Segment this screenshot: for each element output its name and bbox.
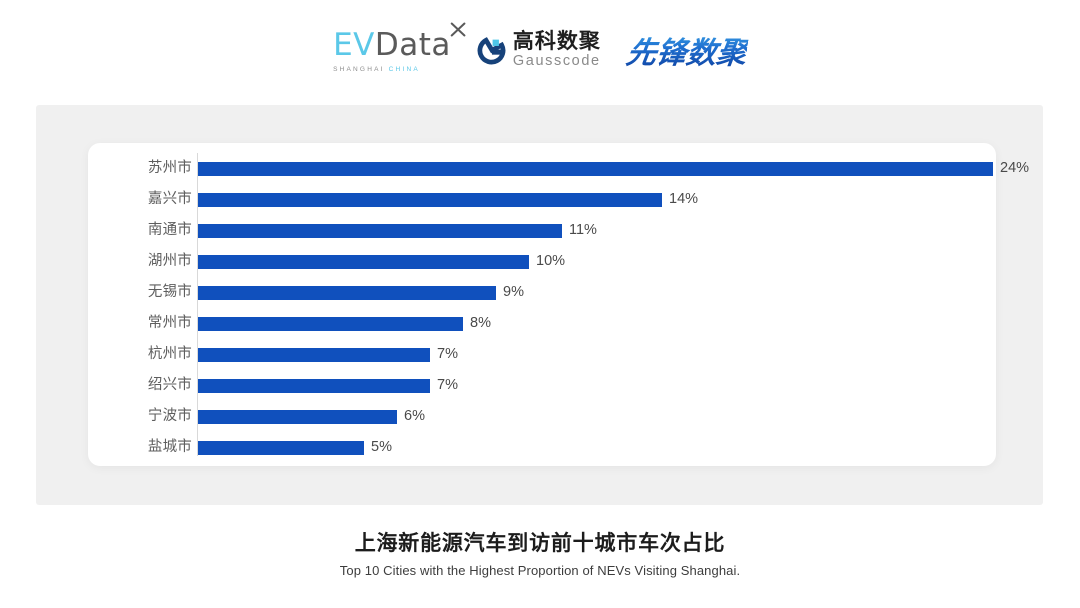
bar-segment (198, 409, 397, 424)
evdata-tagline-country: CHINA (388, 65, 420, 73)
bar-segment (198, 316, 463, 331)
bar-value-label: 7% (437, 346, 458, 363)
horizontal-bar-chart: 苏州市 24% 嘉兴市 14% 南通市 11% 湖州市 10% 无锡市 9% 常州市 8% 杭州市 7% 绍… (88, 143, 1029, 466)
evdata-logo: EVData SHANGHAI CHINA (333, 22, 466, 73)
bar-value-label: 11% (569, 222, 597, 239)
bar-category-label: 盐城市 (147, 439, 192, 456)
evdata-tagline: SHANGHAI CHINA (333, 66, 420, 73)
bar-category-label: 常州市 (147, 315, 192, 332)
bar-category-label: 湖州市 (147, 253, 192, 270)
bar-value-label: 10% (536, 253, 566, 270)
bar-row: 南通市 11% (88, 215, 996, 246)
bar-segment (198, 347, 430, 362)
gausscode-name-en: Gausscode (512, 53, 601, 70)
evdata-data-text: Data (374, 26, 451, 63)
xianfeng-logo: 先锋数聚 (624, 28, 750, 72)
bar-value-label: 5% (371, 439, 392, 456)
bar-category-label: 南通市 (147, 222, 192, 239)
bar-category-label: 绍兴市 (147, 377, 192, 394)
bar-category-label: 宁波市 (147, 408, 192, 425)
bar-value-label: 24% (1000, 160, 1030, 177)
bar-category-label: 杭州市 (147, 346, 192, 363)
logo-header-row: EVData SHANGHAI CHINA 高科数聚 Gausscode 先锋数… (0, 22, 1080, 78)
page-title: 上海新能源汽车到访前十城市车次占比 (354, 531, 726, 555)
bar-row: 杭州市 7% (88, 339, 996, 370)
gausscode-logo: 高科数聚 Gausscode (477, 31, 601, 69)
bar-segment (198, 440, 364, 455)
bar-segment (198, 285, 496, 300)
bar-value-label: 9% (503, 284, 524, 301)
bar-row: 常州市 8% (88, 308, 996, 339)
bar-value-label: 6% (404, 408, 425, 425)
bar-segment (198, 192, 662, 207)
x-mark-icon (450, 22, 466, 36)
chart-card: 苏州市 24% 嘉兴市 14% 南通市 11% 湖州市 10% 无锡市 9% 常州市 8% 杭州市 7% 绍… (88, 143, 1029, 466)
chart-caption: 上海新能源汽车到访前十城市车次占比 Top 10 Cities with the… (0, 530, 1080, 579)
bar-value-label: 14% (669, 191, 699, 208)
bar-value-label: 8% (470, 315, 491, 332)
bar-category-label: 苏州市 (147, 160, 192, 177)
bar-value-label: 7% (437, 377, 458, 394)
page-subtitle: Top 10 Cities with the Highest Proportio… (339, 563, 741, 579)
evdata-tagline-city: SHANGHAI (333, 65, 385, 73)
bar-row: 嘉兴市 14% (88, 184, 996, 215)
y-axis-line (197, 153, 198, 456)
bar-row: 湖州市 10% (88, 246, 996, 277)
bar-category-label: 嘉兴市 (147, 191, 192, 208)
bar-row: 苏州市 24% (88, 153, 1029, 184)
evdata-ev-text: EV (333, 26, 375, 63)
bar-row: 绍兴市 7% (88, 370, 996, 401)
bar-row: 宁波市 6% (88, 401, 996, 432)
bar-row: 无锡市 9% (88, 277, 996, 308)
gausscode-name-cn: 高科数聚 (512, 29, 601, 54)
g-circle-icon (477, 36, 506, 65)
bar-segment (198, 254, 529, 269)
bar-segment (198, 378, 430, 393)
gausscode-text-block: 高科数聚 Gausscode (513, 31, 601, 69)
evdata-wordmark: EVData (333, 22, 466, 63)
bar-segment (198, 223, 562, 238)
bar-segment (198, 161, 993, 176)
bar-row: 盐城市 5% (88, 432, 996, 463)
bar-category-label: 无锡市 (147, 284, 192, 301)
